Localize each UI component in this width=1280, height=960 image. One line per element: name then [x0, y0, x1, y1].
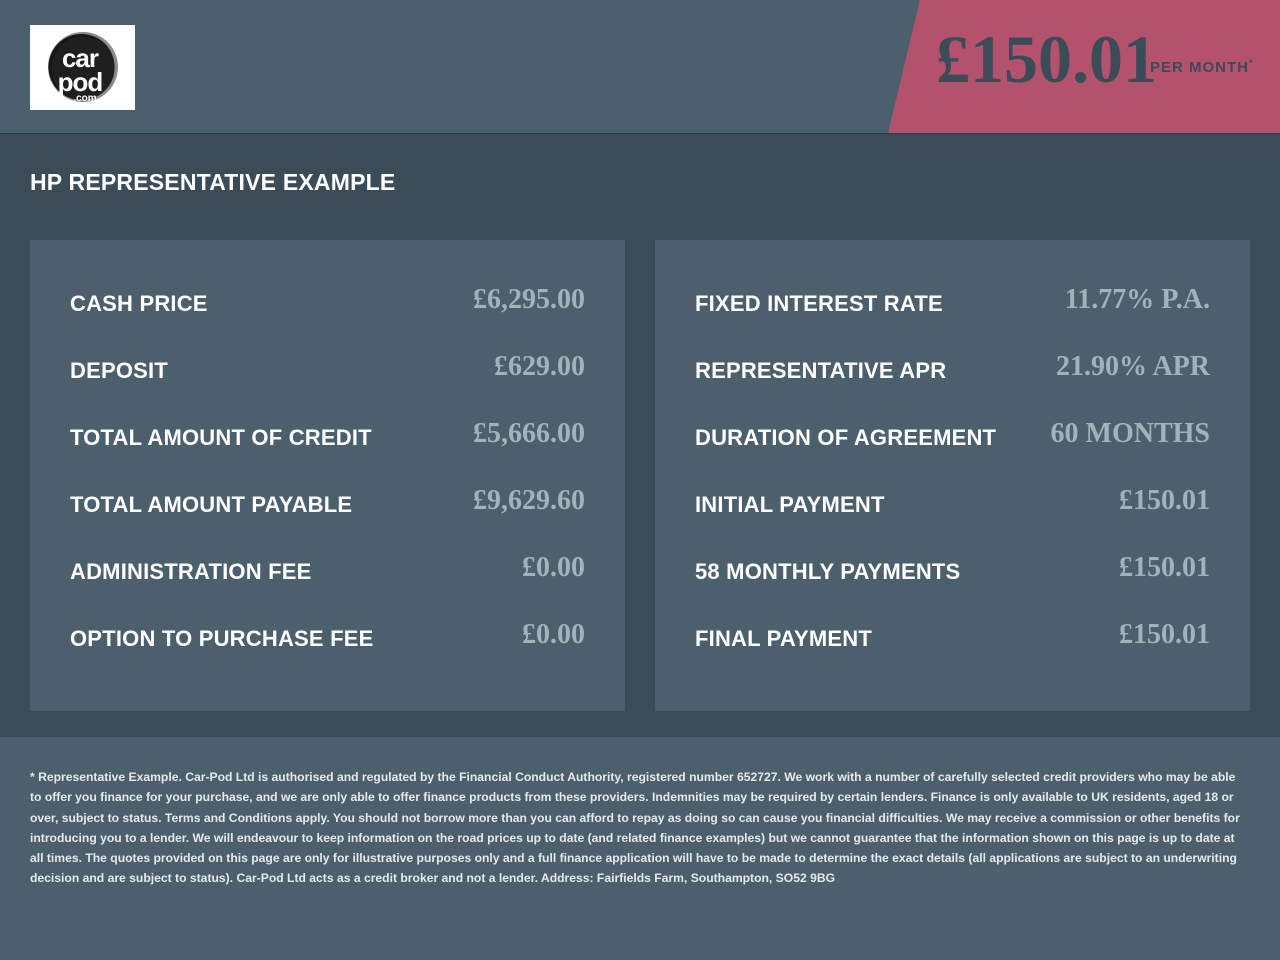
- svg-text:.com: .com: [73, 93, 96, 104]
